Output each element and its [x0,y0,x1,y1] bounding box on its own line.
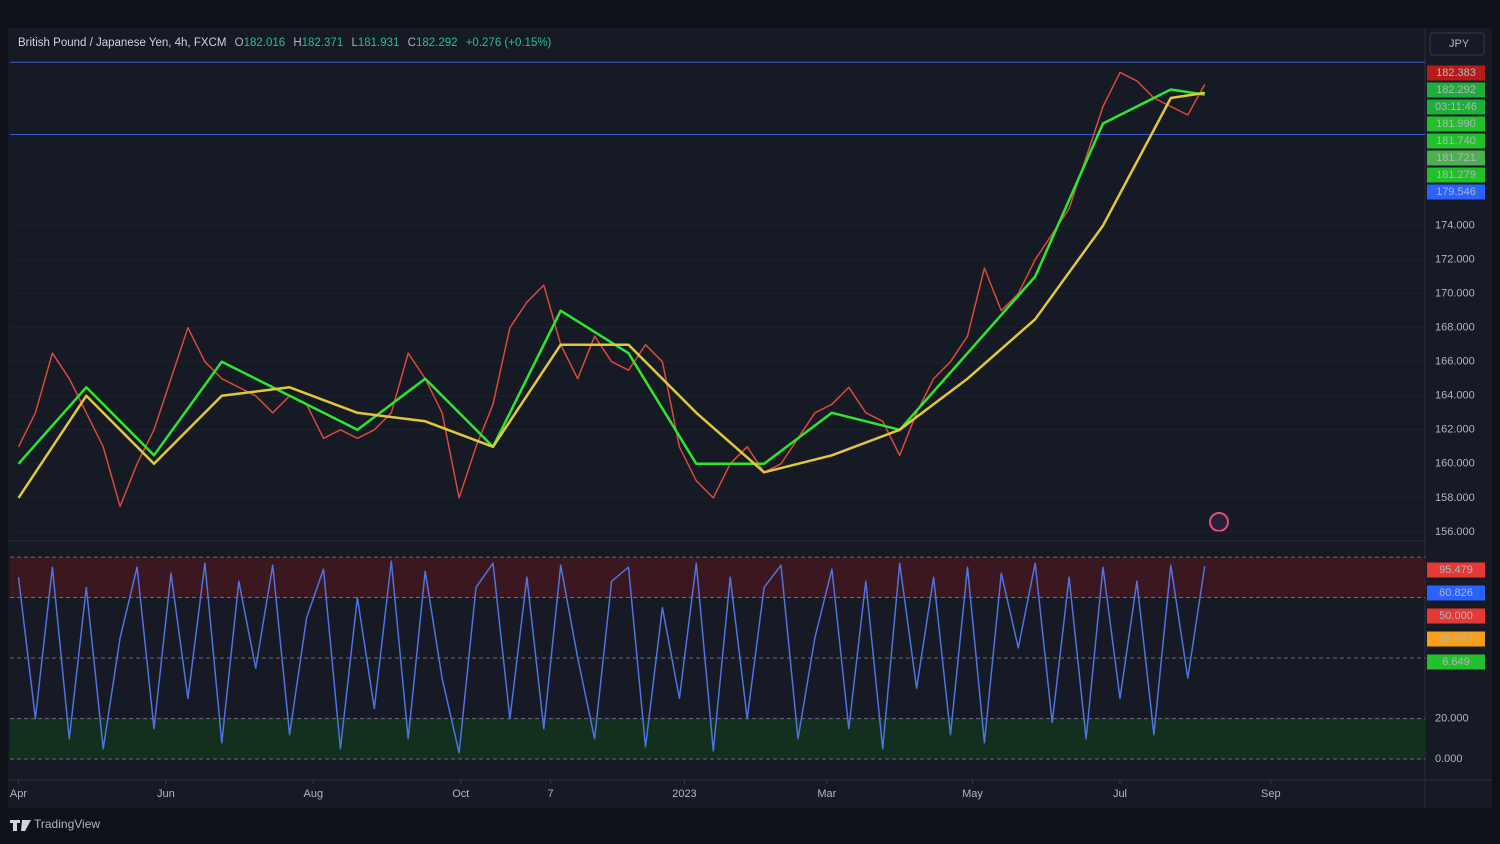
y-tick-label: 20.000 [1435,712,1469,724]
price-label-box [1427,654,1485,670]
price-label: 60.826 [1439,587,1473,599]
zone-band [10,718,1425,759]
brand-logo [10,820,31,831]
y-tick-label: 166.000 [1435,356,1475,368]
y-tick-label: 168.000 [1435,322,1475,334]
price-label: 50.000 [1439,610,1473,622]
y-tick-label: 0.000 [1435,753,1463,765]
price-label: 181.740 [1436,135,1476,147]
y-tick-label: 162.000 [1435,424,1475,436]
x-tick-label: Aug [304,788,324,800]
x-tick-label: Apr [10,788,27,800]
series-line [17,71,1206,508]
price-label: 6.649 [1442,656,1470,668]
price-label-box [1427,150,1485,166]
ohlc-value: 182.016 [244,37,286,49]
ohlc-label: O [235,37,244,49]
price-label: 181.279 [1436,169,1476,181]
x-tick-label: Jun [157,788,175,800]
price-label: 95.479 [1439,564,1473,576]
price-label: 36.647 [1439,633,1473,645]
price-label-box [1427,133,1485,149]
price-label-box [1427,562,1485,578]
x-tick-label: May [962,788,983,800]
brand: TradingView [34,817,100,831]
symbol: British Pound / Japanese Yen, 4h, FXCM [18,37,226,49]
x-tick-label: 2023 [672,788,696,800]
x-tick-label: Oct [452,788,469,800]
x-tick-label: Sep [1261,788,1281,800]
legend-header: British Pound / Japanese Yen, 4h, FXCM O… [18,37,552,49]
price-label-box [1427,167,1485,183]
price-label-box [1427,99,1485,115]
x-tick-label: Mar [817,788,836,800]
price-label: 182.292 [1436,84,1476,96]
price-label: 182.383 [1436,67,1476,79]
price-label-box [1427,116,1485,132]
price-label-box [1427,65,1485,81]
zone-band [10,557,1425,598]
series-line [17,91,1205,499]
ohlc-value: 182.292 [416,37,458,49]
currency[interactable]: JPY [1449,38,1470,50]
price-label-box [1427,82,1485,98]
ohlc-label: H [293,37,301,49]
price-label: 179.546 [1436,186,1476,198]
series-line [17,88,1205,466]
y-tick-label: 158.000 [1435,492,1475,504]
x-tick-label: 7 [548,788,554,800]
currency-button[interactable] [1429,32,1485,56]
price-label-box [1427,184,1485,200]
price-label-box [1427,585,1485,601]
y-tick-label: 160.000 [1435,458,1475,470]
y-tick-label: 170.000 [1435,288,1475,300]
ohlc-label: L [351,37,358,49]
chart-panel [8,28,1492,808]
y-tick-label: 172.000 [1435,254,1475,266]
price-label-box [1427,631,1485,647]
series-line [17,560,1206,754]
price-label-box [1427,608,1485,624]
x-tick-label: Jul [1113,788,1127,800]
price-label: 181.990 [1436,118,1476,130]
change: +0.276 (+0.15%) [466,37,552,49]
ohlc-value: 181.931 [358,37,400,49]
event-marker[interactable] [1209,512,1229,532]
y-tick-label: 174.000 [1435,219,1475,231]
price-label: 181.721 [1436,152,1476,164]
y-tick-label: 156.000 [1435,526,1475,538]
price-label: 03:11:46 [1435,101,1477,113]
y-tick-label: 164.000 [1435,390,1475,402]
ohlc-value: 182.371 [302,37,344,49]
ohlc-label: C [408,37,416,49]
